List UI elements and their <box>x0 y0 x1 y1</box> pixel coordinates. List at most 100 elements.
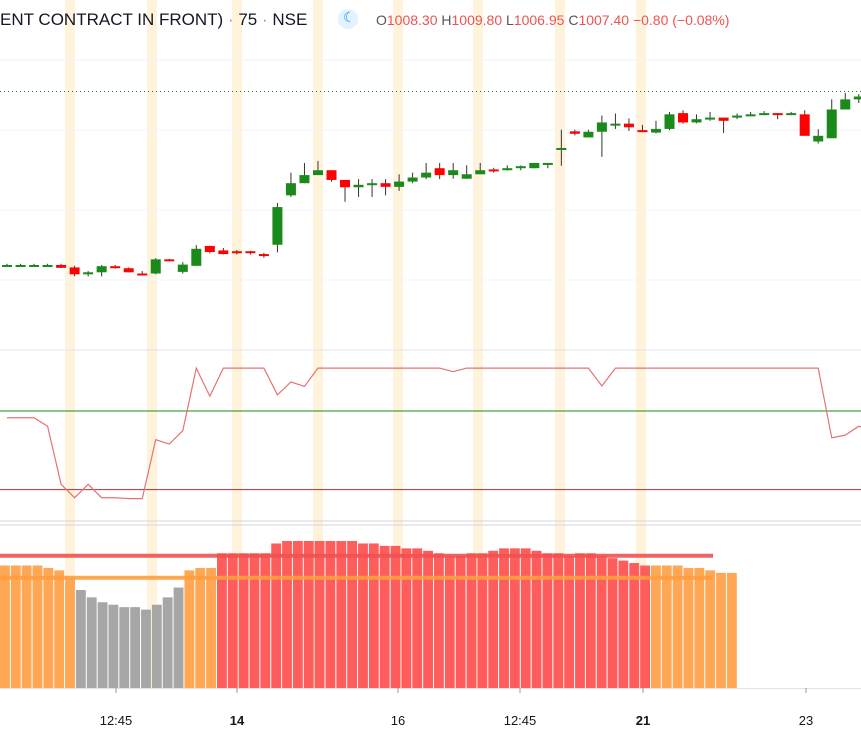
candle-up <box>542 162 553 165</box>
histogram-bar <box>466 553 477 688</box>
candle-down <box>164 259 175 262</box>
separator: · <box>262 10 268 29</box>
histogram-bar <box>726 572 737 688</box>
low-value: 1006.95 <box>513 12 565 28</box>
highlight-band-0 <box>65 0 75 688</box>
candle-up <box>394 181 405 187</box>
open-label: O <box>376 12 387 28</box>
x-tick-label: 16 <box>391 713 405 728</box>
candle-up <box>150 259 161 274</box>
candle-up <box>42 265 53 267</box>
candle-up <box>475 170 486 175</box>
histogram-bar <box>325 541 336 688</box>
histogram-bar <box>640 565 650 688</box>
interval: 75 <box>238 10 258 29</box>
histogram-bar <box>607 558 618 688</box>
candle-up <box>191 248 202 266</box>
candle-down <box>245 251 256 254</box>
candle-up <box>15 265 26 267</box>
histogram-bar <box>206 567 216 688</box>
candle-down <box>637 130 648 133</box>
histogram-bar <box>444 555 455 688</box>
histogram-bar <box>119 607 130 688</box>
close-value: 1007.40 <box>578 12 630 28</box>
histogram-bar <box>260 553 271 688</box>
histogram-bar <box>596 555 607 688</box>
histogram-bar <box>423 550 433 688</box>
session-highlight-bands <box>65 0 646 688</box>
histogram-bar <box>238 553 249 688</box>
histogram-bar <box>86 597 97 688</box>
histogram-bar <box>141 609 151 688</box>
histogram-bar <box>227 553 238 688</box>
candle-down <box>110 266 121 269</box>
histogram-bar <box>282 541 292 688</box>
histogram-bar <box>488 550 499 688</box>
histogram-bar <box>75 590 86 688</box>
histogram-bar <box>575 553 585 688</box>
candle-up <box>556 147 567 150</box>
open-value: 1008.30 <box>386 12 438 28</box>
change-value: −0.80 (−0.08%) <box>632 12 730 28</box>
candle-down <box>326 170 337 180</box>
candle-up <box>96 266 107 273</box>
highlight-band-2 <box>232 0 242 688</box>
symbol-title[interactable]: ENT CONTRACT IN FRONT) · 75 · NSE <box>0 10 307 30</box>
histogram-bar <box>368 543 379 688</box>
candle-up <box>2 265 13 267</box>
candle-up <box>759 113 770 116</box>
histogram-bar <box>379 545 390 688</box>
candle-up <box>853 96 861 100</box>
histogram-bar <box>553 553 564 688</box>
histogram-bar <box>651 565 661 688</box>
candle-up <box>813 135 824 142</box>
histogram-bar <box>130 607 141 688</box>
candle-down <box>772 113 783 116</box>
histogram-bar <box>520 548 531 688</box>
histogram-bar <box>173 587 184 688</box>
separator: · <box>227 10 234 29</box>
x-tick-label: 12:45 <box>100 713 133 728</box>
histogram-bar <box>672 565 683 688</box>
candle-up <box>583 131 594 138</box>
highlight-band-3 <box>313 0 323 688</box>
candle-down <box>799 114 810 136</box>
histogram-bar <box>108 604 119 688</box>
histogram-bar <box>292 541 303 688</box>
low-label: L <box>506 12 514 28</box>
histogram-bar <box>455 555 466 688</box>
x-tick-label: 12:45 <box>504 713 537 728</box>
high-value: 1009.80 <box>451 12 503 28</box>
candle-up <box>529 162 540 169</box>
time-axis: 12:45 14 16 12:45 21 23 <box>100 688 813 728</box>
histogram-bar <box>629 563 640 688</box>
exchange: NSE <box>272 10 308 29</box>
candle-up <box>650 128 661 133</box>
histogram-bar <box>217 553 227 688</box>
histogram-bar <box>390 545 401 688</box>
moon-icon[interactable]: ☾ <box>338 9 358 29</box>
candle-down <box>569 131 580 134</box>
histogram-bar <box>65 577 75 688</box>
histogram-bar <box>184 570 195 688</box>
histogram-bar <box>97 602 108 688</box>
histogram-bar <box>314 541 325 688</box>
candle-up <box>285 183 296 196</box>
histogram-bar <box>162 597 173 688</box>
x-tick-label: 21 <box>636 713 650 728</box>
histogram-bar <box>716 572 726 688</box>
highlight-band-7 <box>636 0 646 688</box>
histogram-bar <box>195 567 206 688</box>
histogram-bar <box>531 550 542 688</box>
histogram-bar <box>477 553 488 688</box>
candle-up <box>596 122 607 132</box>
histogram-bar <box>21 565 32 688</box>
candle-down <box>258 254 269 257</box>
candlestick-series <box>2 92 861 277</box>
histogram-bar <box>303 541 314 688</box>
candle-down <box>69 267 80 275</box>
candle-up <box>461 174 472 179</box>
highlight-band-6 <box>555 0 565 688</box>
histogram-bar <box>661 565 672 688</box>
candle-up <box>502 168 513 171</box>
